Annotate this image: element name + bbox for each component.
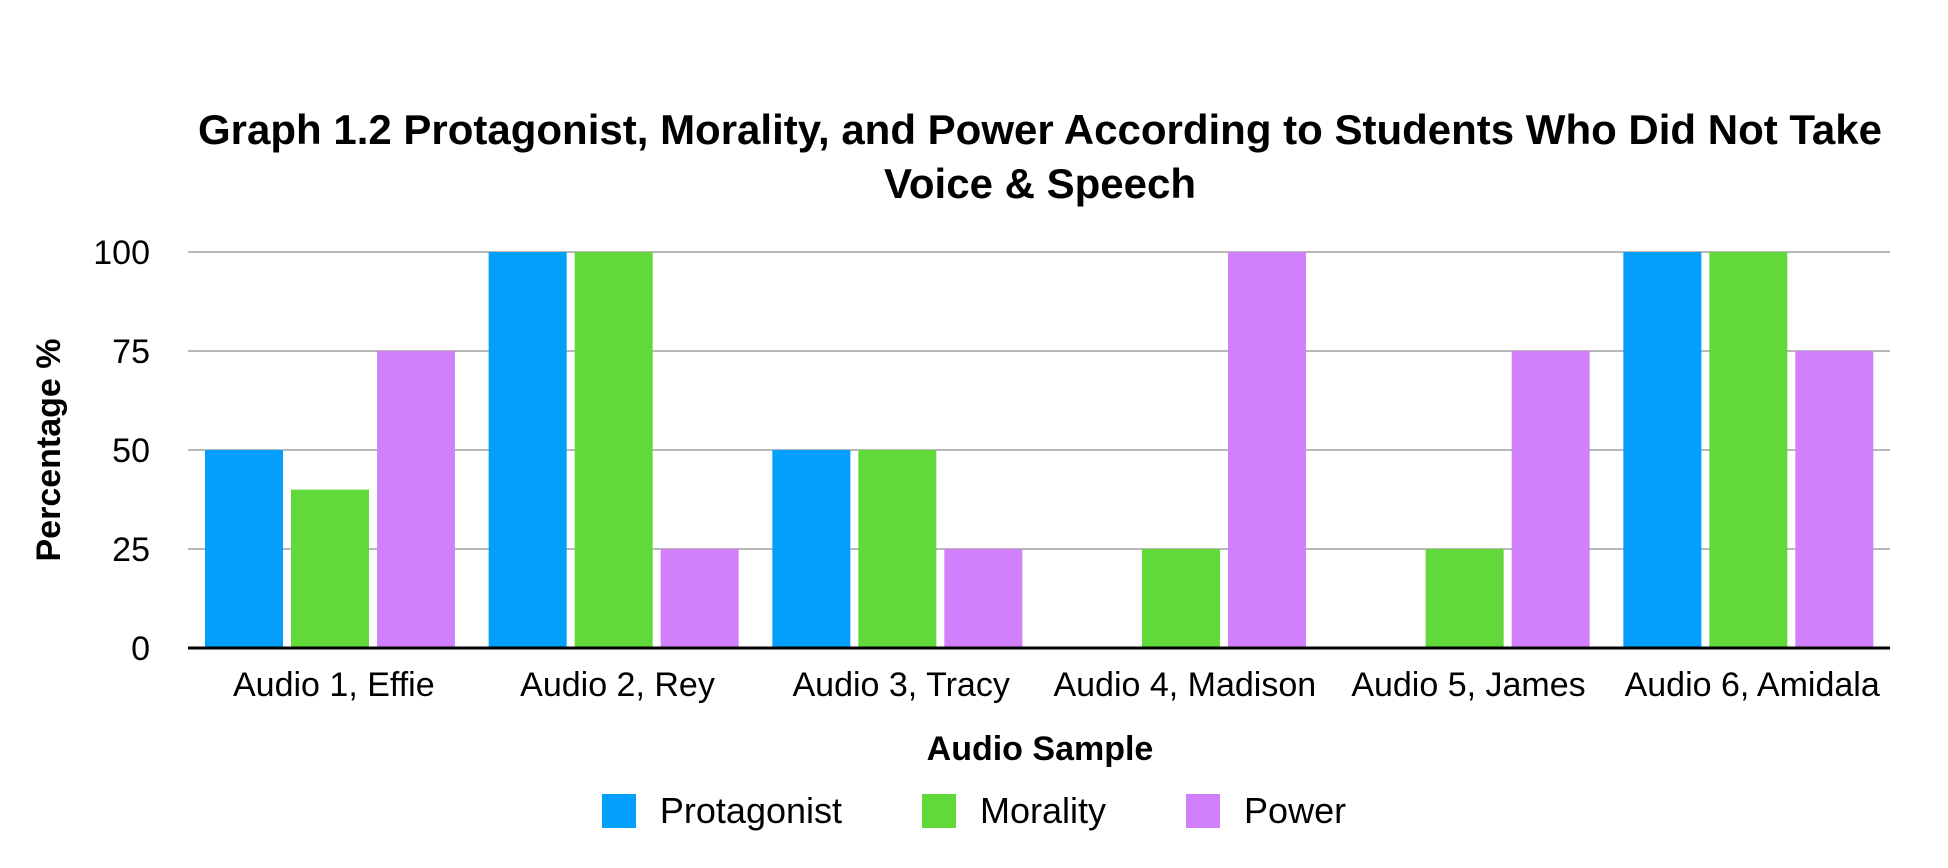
bar-power [377,351,455,648]
legend-swatch-power [1186,794,1221,828]
bar-protagonist [772,450,851,648]
bar-power [1511,351,1590,648]
x-tick-label: Audio 4, Madison [1053,666,1316,704]
chart-title: Graph 1.2 Protagonist, Morality, and Pow… [197,106,1883,207]
legend-swatch-morality [922,794,957,828]
y-tick-label: 75 [112,333,150,371]
bar-power [660,549,739,648]
legend-swatch-protagonist [601,794,636,828]
legend-label-morality: Morality [980,790,1107,831]
bar-morality [1142,549,1220,648]
y-axis-label: Percentage % [30,339,68,562]
bar-protagonist [205,450,283,648]
bars [205,252,1874,648]
x-tick-label: Audio 6, Amidala [1625,666,1880,704]
bar-morality [1709,252,1788,648]
axes: 0 25 50 75 100 Audio 1, Effie Audio 2, Rey Audi… [93,234,1890,704]
legend-item-morality: Morality [922,790,1106,832]
x-tick-label: Audio 2, Rey [520,666,715,704]
x-tick-label: Audio 1, Effie [233,666,435,704]
legend-item-protagonist: Protagonist [601,790,843,832]
legend-label-power: Power [1244,790,1347,831]
bar-morality [291,489,369,648]
legend: Protagonist Morality Power [0,790,1948,832]
bar-morality [1425,549,1504,648]
bar-power [944,549,1023,648]
bar-protagonist [1623,252,1702,648]
x-tick-label: Audio 5, James [1351,666,1585,704]
bar-power [1228,252,1306,648]
bar-morality [858,450,937,648]
gridlines [188,251,1890,550]
bar-morality [574,252,653,648]
x-tick-label: Audio 3, Tracy [792,666,1009,704]
legend-item-power: Power [1186,790,1346,832]
legend-label-protagonist: Protagonist [659,790,843,831]
y-tick-label: 50 [112,432,150,470]
y-tick-label: 0 [131,630,150,668]
y-tick-label: 25 [112,531,150,569]
y-tick-label: 100 [93,234,150,272]
bar-power [1795,351,1874,648]
x-axis-label: Audio Sample [927,730,1154,768]
bar-protagonist [488,252,567,648]
